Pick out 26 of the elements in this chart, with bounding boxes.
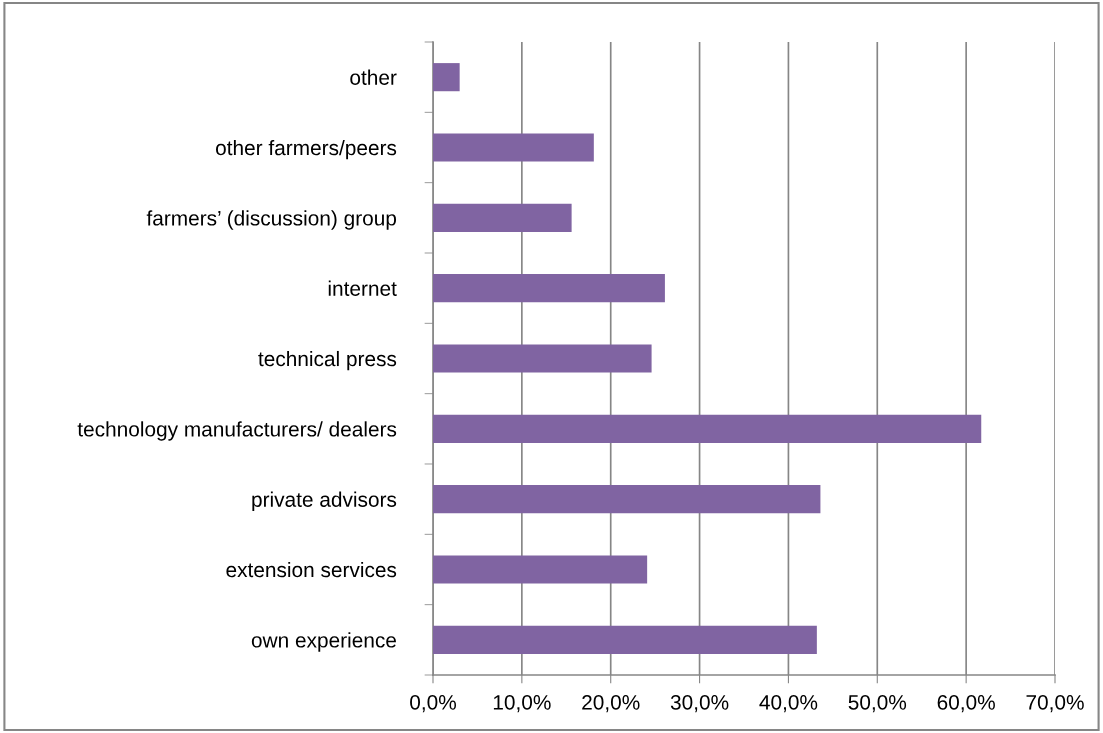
bar — [433, 274, 665, 303]
x-tick-label: 10,0% — [493, 694, 551, 713]
x-tick-label: 60,0% — [937, 694, 995, 713]
bar — [433, 414, 982, 443]
x-tick-label: 50,0% — [848, 694, 907, 713]
y-tick-label: private advisors — [252, 491, 397, 512]
y-tick-label: technology manufacturers/ dealers — [77, 421, 397, 441]
bar — [433, 203, 572, 232]
bar — [433, 63, 460, 92]
bar — [433, 133, 594, 162]
bar — [433, 344, 652, 373]
bar — [433, 485, 821, 514]
y-tick-label: extension services — [226, 561, 397, 578]
bar — [433, 555, 648, 584]
y-tick-label: internet — [328, 280, 397, 296]
y-tick-label: other farmers/peers — [216, 139, 397, 160]
x-tick-label: 70,0% — [1026, 694, 1084, 713]
y-tick-label: farmers’ (discussion) group — [146, 210, 397, 230]
y-tick-label: other — [350, 69, 397, 85]
y-tick-label: technical press — [258, 350, 397, 371]
x-tick-label: 30,0% — [670, 694, 729, 713]
x-tick-label: 20,0% — [582, 694, 640, 713]
bar — [433, 625, 817, 654]
y-tick-label: own experience — [251, 632, 396, 652]
x-tick-label: 0,0% — [410, 694, 456, 713]
x-tick-label: 40,0% — [759, 694, 818, 713]
